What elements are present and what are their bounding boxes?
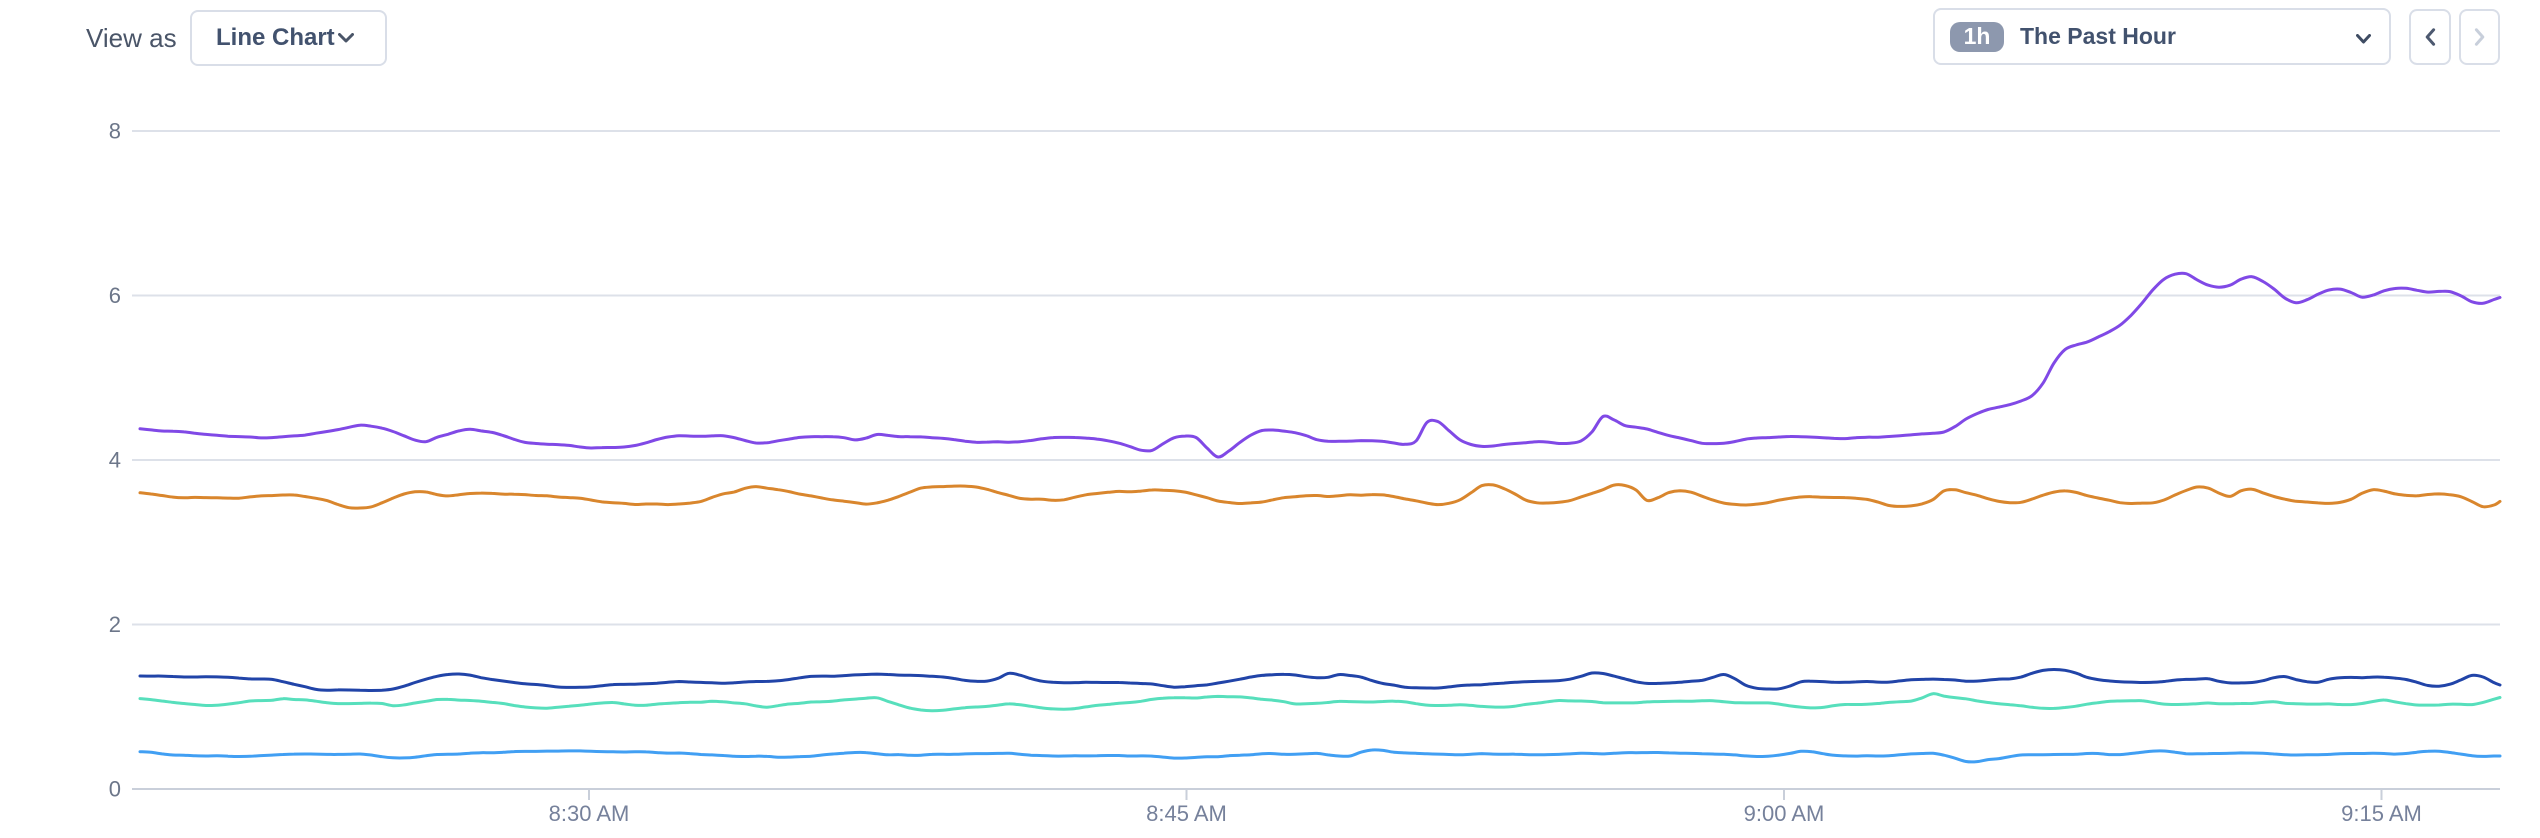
svg-text:8:30 AM: 8:30 AM: [549, 801, 630, 826]
svg-text:0: 0: [109, 777, 121, 802]
svg-text:9:00 AM: 9:00 AM: [1744, 801, 1825, 826]
svg-text:8: 8: [109, 119, 121, 144]
svg-text:8:45 AM: 8:45 AM: [1146, 801, 1227, 826]
svg-text:2: 2: [109, 612, 121, 637]
svg-text:6: 6: [109, 283, 121, 308]
svg-text:9:15 AM: 9:15 AM: [2341, 801, 2422, 826]
svg-text:4: 4: [109, 448, 121, 473]
